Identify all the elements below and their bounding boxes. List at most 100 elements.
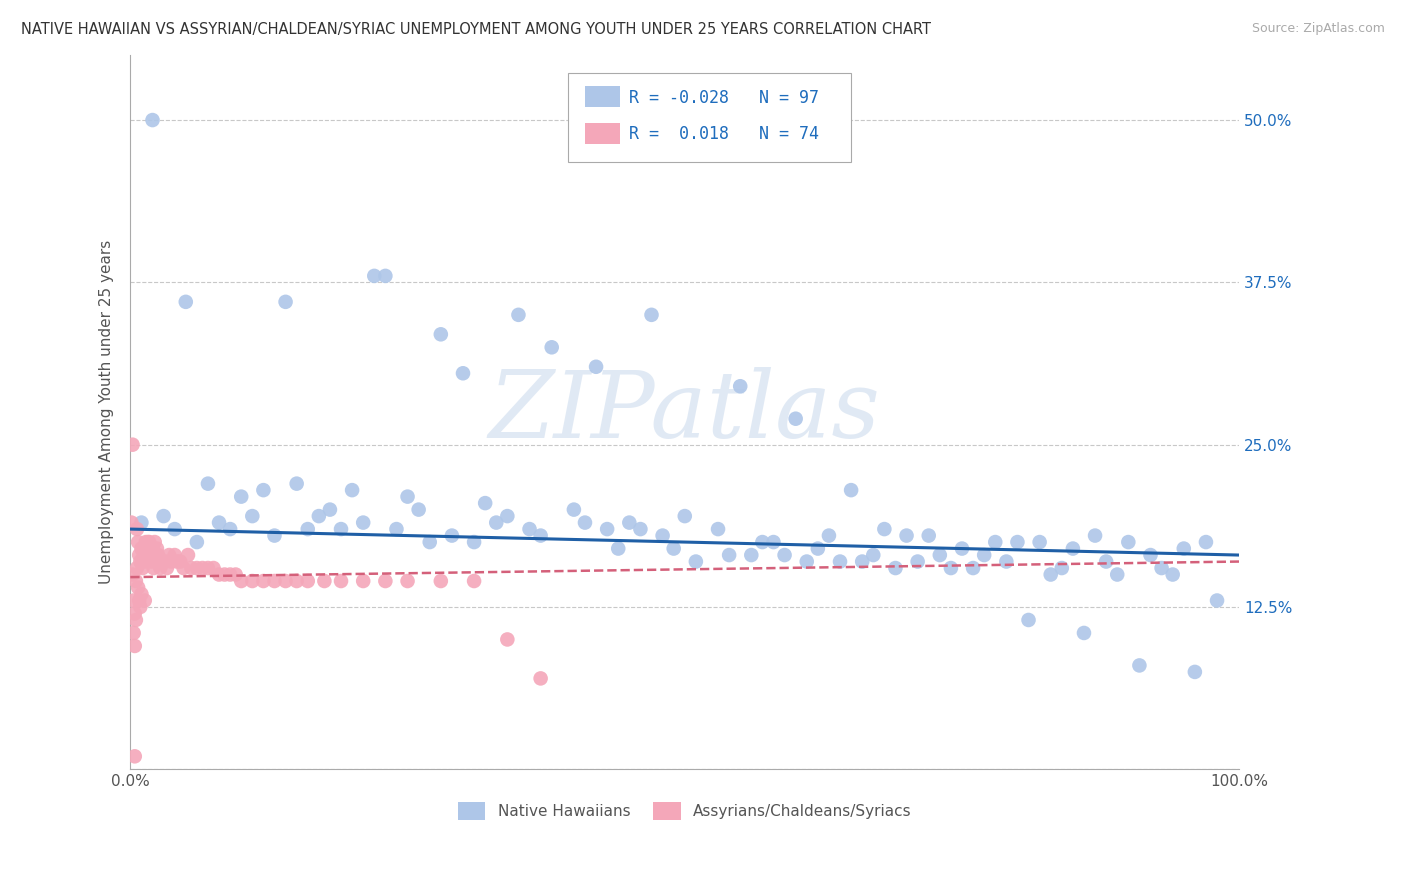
Point <box>150 555 173 569</box>
Point <box>1128 658 1150 673</box>
Point <box>1184 665 1206 679</box>
Point <box>134 555 156 569</box>
Point <box>851 555 873 569</box>
Point <box>1195 535 1218 549</box>
Point <box>530 672 553 686</box>
Point <box>1050 561 1073 575</box>
Point <box>128 593 150 607</box>
Point <box>208 516 231 530</box>
Point <box>508 308 530 322</box>
Point <box>862 548 884 562</box>
Point <box>186 561 208 575</box>
Point <box>136 548 159 562</box>
Point <box>619 516 641 530</box>
Legend: Native Hawaiians, Assyrians/Chaldeans/Syriacs: Native Hawaiians, Assyrians/Chaldeans/Sy… <box>451 796 918 826</box>
Point <box>131 561 153 575</box>
Point <box>263 528 285 542</box>
Text: Source: ZipAtlas.com: Source: ZipAtlas.com <box>1251 22 1385 36</box>
Text: ZIPatlas: ZIPatlas <box>489 368 880 458</box>
Point <box>685 555 707 569</box>
Point <box>408 502 430 516</box>
Point <box>148 555 170 569</box>
Point <box>419 535 441 549</box>
Point <box>166 555 188 569</box>
Point <box>562 502 585 516</box>
Point <box>132 548 155 562</box>
Point <box>718 548 741 562</box>
Point <box>574 516 596 530</box>
Point <box>640 308 662 322</box>
Point <box>430 574 453 588</box>
Point <box>252 483 274 497</box>
Point <box>1073 626 1095 640</box>
Text: NATIVE HAWAIIAN VS ASSYRIAN/CHALDEAN/SYRIAC UNEMPLOYMENT AMONG YOUTH UNDER 25 YE: NATIVE HAWAIIAN VS ASSYRIAN/CHALDEAN/SYR… <box>21 22 931 37</box>
Point <box>146 541 169 556</box>
Point <box>330 574 353 588</box>
Point <box>297 574 319 588</box>
Point <box>995 555 1018 569</box>
Point <box>607 541 630 556</box>
Point <box>707 522 730 536</box>
Point <box>129 599 152 614</box>
Point <box>202 561 225 575</box>
Point <box>839 483 862 497</box>
Point <box>396 574 419 588</box>
Point <box>530 528 553 542</box>
Point <box>628 522 651 536</box>
Point <box>1039 567 1062 582</box>
Point <box>519 522 541 536</box>
Point <box>818 528 841 542</box>
Point <box>1118 535 1140 549</box>
Point <box>1007 535 1029 549</box>
Point <box>145 548 167 562</box>
Point <box>308 509 330 524</box>
Point <box>662 541 685 556</box>
Text: R =  0.018   N = 74: R = 0.018 N = 74 <box>630 125 820 143</box>
Point <box>1018 613 1040 627</box>
Point <box>807 541 830 556</box>
Point <box>596 522 619 536</box>
Point <box>463 574 485 588</box>
Point <box>496 632 519 647</box>
Point <box>962 561 984 575</box>
Point <box>1028 535 1050 549</box>
Text: R = -0.028   N = 97: R = -0.028 N = 97 <box>630 89 820 107</box>
Point <box>430 327 453 342</box>
Point <box>1139 548 1161 562</box>
Point <box>160 555 183 569</box>
Point <box>127 535 149 549</box>
Point <box>208 567 231 582</box>
Point <box>396 490 419 504</box>
Point <box>124 749 146 764</box>
Point <box>352 574 374 588</box>
Point <box>125 561 148 575</box>
Point <box>352 516 374 530</box>
Point <box>157 548 180 562</box>
Point <box>124 639 146 653</box>
Point <box>728 379 751 393</box>
Point <box>1107 567 1129 582</box>
Point <box>673 509 696 524</box>
Point <box>285 476 308 491</box>
Point <box>896 528 918 542</box>
Point <box>884 561 907 575</box>
Point <box>169 555 191 569</box>
Point <box>134 593 156 607</box>
Point <box>785 411 807 425</box>
Point <box>173 561 195 575</box>
Point <box>314 574 336 588</box>
FancyBboxPatch shape <box>568 73 851 162</box>
Point <box>131 587 153 601</box>
FancyBboxPatch shape <box>585 123 620 145</box>
Point <box>751 535 773 549</box>
Point <box>225 567 247 582</box>
Point <box>141 541 163 556</box>
Point <box>125 574 148 588</box>
Point <box>740 548 762 562</box>
Point <box>125 522 148 536</box>
Point <box>177 548 200 562</box>
Point <box>240 509 263 524</box>
Point <box>163 522 186 536</box>
Point <box>139 548 162 562</box>
Point <box>1173 541 1195 556</box>
